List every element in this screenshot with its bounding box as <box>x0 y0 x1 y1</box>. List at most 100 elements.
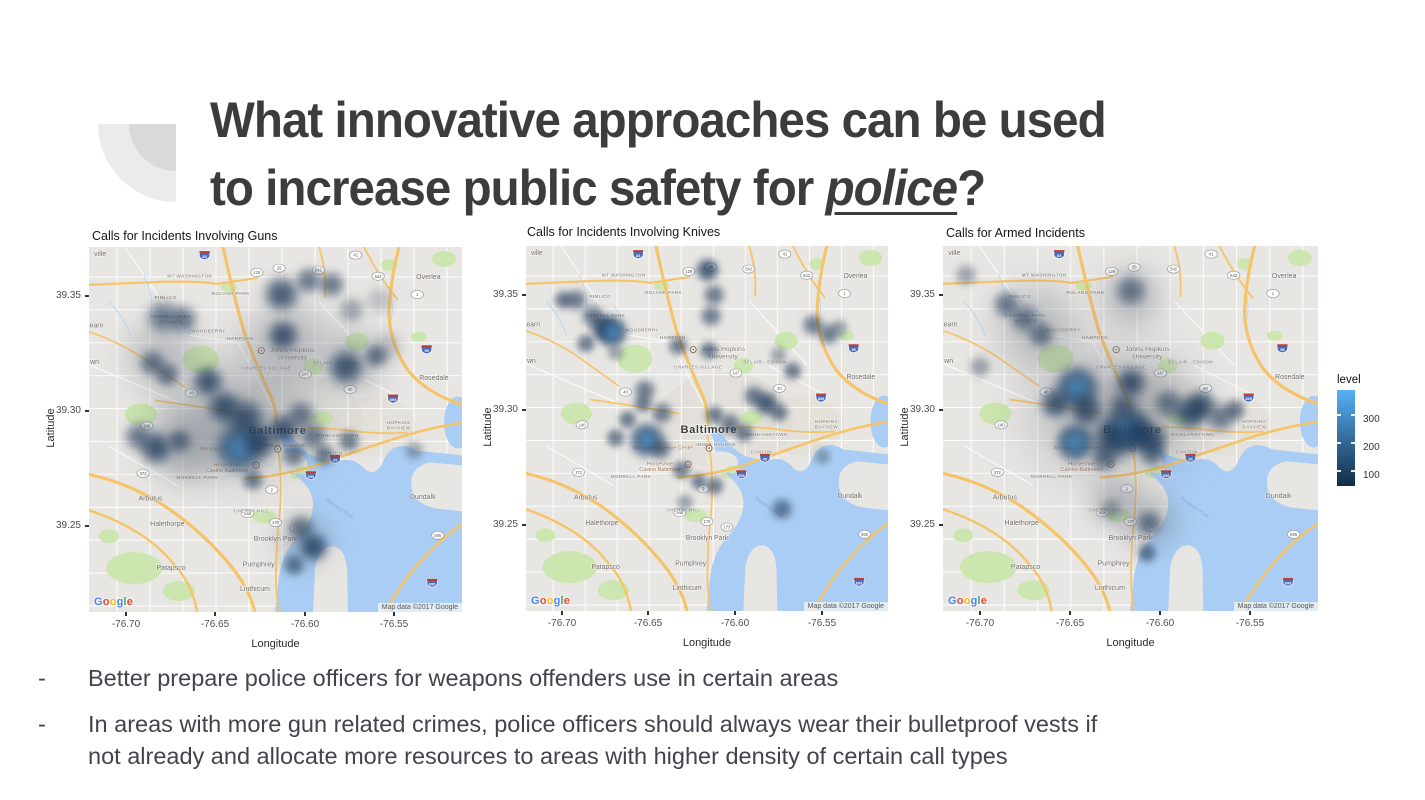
route-shield-147: 147 <box>729 368 743 378</box>
bullet-marker: - <box>38 665 46 691</box>
map-label: MORRELL PARK <box>176 474 218 480</box>
svg-text:Overlea: Overlea <box>1272 273 1297 280</box>
basemap-baltimore: 83 129 25 542 41 542 1 95 147 40 40 140 895 372 2 95 895… <box>526 246 888 611</box>
svg-text:Overlea: Overlea <box>844 273 868 280</box>
basemap-baltimore: 83 129 25 542 41 542 1 95 147 40 40 140 895 372 2 95 895… <box>89 247 462 612</box>
map-attribution: Map data ©2017 Google <box>803 602 888 611</box>
interstate-shield-83: 83 <box>632 249 644 260</box>
route-shield-140: 140 <box>140 421 154 431</box>
map-label: ROLAND PARK <box>645 290 683 296</box>
map-label: ville <box>94 251 107 259</box>
svg-text:695: 695 <box>434 533 442 538</box>
legend-level: level 300 200 100 <box>1337 374 1425 486</box>
svg-text:Arbutus: Arbutus <box>574 495 598 502</box>
svg-text:Arbutus: Arbutus <box>993 495 1018 502</box>
y-axis-tick-label: 39.25 <box>55 520 81 531</box>
route-shield-129: 129 <box>1105 267 1119 276</box>
svg-text:ville: ville <box>948 250 960 257</box>
svg-text:University: University <box>1132 354 1163 361</box>
svg-text:CHARLES VILLAGE: CHARLES VILLAGE <box>1096 365 1146 370</box>
svg-text:CENTRAL PARK: CENTRAL PARK <box>1005 313 1046 318</box>
interstate-shield-95: 95 <box>1276 343 1288 354</box>
svg-text:1: 1 <box>1272 291 1275 296</box>
interstate-shield-695: 695 <box>426 578 438 588</box>
svg-text:Arbutus: Arbutus <box>138 496 163 503</box>
map-label: Baltimore <box>680 423 738 437</box>
y-axis-tick-label: 39.25 <box>492 519 518 530</box>
svg-text:173: 173 <box>723 525 730 530</box>
interstate-shield-95: 95 <box>421 344 433 355</box>
svg-text:40: 40 <box>1044 390 1049 395</box>
x-axis-title: Longitude <box>682 637 732 649</box>
route-shield-542: 542 <box>800 270 813 280</box>
svg-text:648: 648 <box>676 510 683 515</box>
route-shield-2: 2 <box>265 485 279 495</box>
svg-text:40: 40 <box>348 387 353 392</box>
svg-text:170: 170 <box>272 520 280 525</box>
route-shield-372: 372 <box>990 467 1004 477</box>
interstate-shield-95: 95 <box>848 343 860 354</box>
svg-text:HOPKINS: HOPKINS <box>815 419 838 424</box>
y-axis-title: Latitude <box>899 406 911 447</box>
svg-text:895: 895 <box>390 397 397 402</box>
map-label: earn <box>943 321 958 329</box>
map-label: Arbutus <box>992 494 1018 502</box>
svg-text:ROLAND PARK: ROLAND PARK <box>645 290 682 295</box>
svg-text:Casino Baltimore: Casino Baltimore <box>1060 467 1103 473</box>
svg-text:147: 147 <box>733 371 740 376</box>
map-label: Overlea <box>1271 273 1297 281</box>
route-shield-40: 40 <box>185 388 199 398</box>
svg-text:173: 173 <box>1148 525 1156 530</box>
svg-text:CENTRAL PARK: CENTRAL PARK <box>151 314 192 319</box>
legend-title: level <box>1337 374 1361 386</box>
y-axis-tick-label: 39.30 <box>492 404 518 415</box>
svg-text:Halethorpe: Halethorpe <box>585 520 618 527</box>
svg-text:140: 140 <box>579 422 586 427</box>
svg-text:HAMPDEN: HAMPDEN <box>660 335 686 340</box>
svg-text:95: 95 <box>852 348 857 352</box>
svg-text:Linthicum: Linthicum <box>673 585 702 592</box>
x-axis-tick-label: -76.55 <box>1235 618 1265 629</box>
route-shield-25: 25 <box>1127 262 1141 272</box>
map-title-armed: Calls for Armed Incidents <box>946 226 1085 240</box>
route-shield-542: 542 <box>1227 270 1241 280</box>
svg-text:Casino Baltimore: Casino Baltimore <box>206 468 249 474</box>
x-axis-tick-mark <box>1249 611 1251 615</box>
svg-text:PIMLICO: PIMLICO <box>1009 294 1031 299</box>
map-label: WOODBERRY <box>1045 327 1081 333</box>
svg-text:MORRELL PARK: MORRELL PARK <box>176 475 218 480</box>
map-label: Halethorpe <box>1004 520 1039 528</box>
svg-text:129: 129 <box>1108 269 1116 274</box>
quarter-circle-decoration <box>98 124 176 202</box>
svg-text:40: 40 <box>1203 386 1208 391</box>
x-axis-tick-label: -76.65 <box>633 618 663 629</box>
svg-text:40: 40 <box>777 386 782 391</box>
svg-text:Brooklyn Park: Brooklyn Park <box>1109 535 1153 542</box>
svg-text:CHARLES VILLAGE: CHARLES VILLAGE <box>241 366 291 371</box>
map-label: BELAIR - EDISON <box>1168 359 1214 365</box>
svg-text:Pumphrey: Pumphrey <box>675 560 706 567</box>
svg-text:Brooklyn Park: Brooklyn Park <box>686 535 729 542</box>
svg-text:WOODBERRY: WOODBERRY <box>1046 327 1081 332</box>
y-axis-tick-label: 39.25 <box>909 519 935 530</box>
x-axis-tick-label: -76.70 <box>965 618 995 629</box>
svg-text:ville: ville <box>94 251 106 258</box>
svg-text:HIGHLANDTOWN: HIGHLANDTOWN <box>746 432 788 437</box>
map-label: CHERRY HILL <box>1088 507 1124 513</box>
map-label: CANTON <box>750 449 772 455</box>
svg-text:Casino Baltimore: Casino Baltimore <box>639 467 680 473</box>
svg-text:83: 83 <box>202 254 207 259</box>
map-label: Overlea <box>416 274 442 282</box>
svg-text:695: 695 <box>1285 580 1292 585</box>
svg-text:University: University <box>709 354 739 361</box>
map-attribution: Map data ©2017 Google <box>1233 602 1318 611</box>
route-shield-129: 129 <box>250 268 264 277</box>
y-axis-tick-mark <box>85 525 89 527</box>
x-axis-tick-label: -76.60 <box>1145 618 1175 629</box>
y-axis-tick-label: 39.35 <box>492 289 518 300</box>
svg-text:95: 95 <box>424 348 429 353</box>
svg-text:CANTON: CANTON <box>1176 449 1198 454</box>
title-line-1: What innovative approaches can be used <box>210 92 1107 148</box>
svg-text:CENTRAL PARK: CENTRAL PARK <box>586 313 626 318</box>
